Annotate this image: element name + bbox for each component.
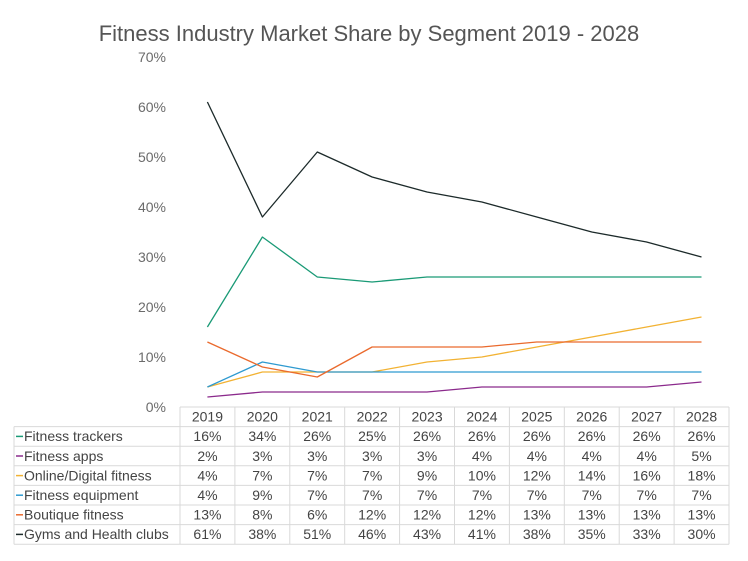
data-label: 13% [193,507,221,523]
data-label: 12% [468,507,496,523]
data-label: 7% [472,487,492,503]
data-label: 6% [307,507,327,523]
data-label: 4% [527,448,547,464]
x-tick-label: 2021 [302,409,333,425]
data-label: 18% [688,467,716,483]
data-label: 4% [582,448,602,464]
chart-title: Fitness Industry Market Share by Segment… [99,21,640,46]
series-line-fitness-trackers [206,236,702,328]
data-label: 4% [197,487,217,503]
x-tick-label: 2027 [631,409,662,425]
y-tick-label: 30% [138,249,166,265]
data-label: 5% [691,448,711,464]
data-label: 16% [633,467,661,483]
data-label: 10% [468,467,496,483]
data-label: 4% [472,448,492,464]
data-label: 26% [633,428,661,444]
data-label: 26% [468,428,496,444]
plot-area [206,101,702,398]
data-label: 38% [523,526,551,542]
y-tick-label: 60% [138,99,166,115]
data-label: 12% [358,507,386,523]
x-tick-label: 2020 [247,409,278,425]
data-label: 7% [362,487,382,503]
data-label: 26% [523,428,551,444]
series-line-fitness-apps [207,381,702,398]
data-label: 7% [307,467,327,483]
x-tick-label: 2024 [466,409,497,425]
data-label: 7% [691,487,711,503]
data-label: 7% [362,467,382,483]
data-label: 13% [523,507,551,523]
data-label: 14% [578,467,606,483]
data-label: 13% [633,507,661,523]
data-label: 16% [193,428,221,444]
series-line-gyms-and-health-clubs [206,101,702,258]
data-label: 8% [252,507,272,523]
data-label: 38% [248,526,276,542]
data-label: 34% [248,428,276,444]
x-tick-label: 2022 [357,409,388,425]
y-tick-label: 20% [138,299,166,315]
data-label: 3% [417,448,437,464]
data-label: 9% [252,487,272,503]
y-tick-label: 40% [138,199,166,215]
data-label: 46% [358,526,386,542]
x-tick-label: 2026 [576,409,607,425]
data-label: 51% [303,526,331,542]
data-label: 43% [413,526,441,542]
legend-label: Fitness trackers [24,428,123,444]
data-label: 3% [307,448,327,464]
legend-label: Gyms and Health clubs [24,526,169,542]
data-label: 4% [637,448,657,464]
data-label: 7% [527,487,547,503]
series-line-fitness-equipment [207,361,702,388]
data-table: 2019 2020 2021 2022 2023 2024 2025 2026 2027 2028… [13,406,730,545]
data-label: 2% [197,448,217,464]
x-tick-label: 2025 [521,409,552,425]
data-label: 7% [252,467,272,483]
data-label: 35% [578,526,606,542]
y-tick-label: 0% [146,399,166,415]
x-tick-label: 2023 [411,409,442,425]
y-tick-label: 70% [138,49,166,65]
y-tick-label: 10% [138,349,166,365]
x-tick-label: 2019 [192,409,223,425]
legend-label: Fitness apps [24,448,103,464]
data-label: 7% [582,487,602,503]
data-label: 3% [362,448,382,464]
data-label: 33% [633,526,661,542]
data-label: 26% [688,428,716,444]
series-line-boutique-fitness [207,341,702,378]
data-label: 4% [197,467,217,483]
data-label: 61% [193,526,221,542]
legend-label: Online/Digital fitness [24,467,152,483]
data-label: 13% [578,507,606,523]
data-label: 41% [468,526,496,542]
legend-label: Boutique fitness [24,507,124,523]
data-label: 3% [252,448,272,464]
data-label: 12% [523,467,551,483]
data-label: 30% [688,526,716,542]
data-label: 26% [413,428,441,444]
data-label: 26% [303,428,331,444]
data-label: 26% [578,428,606,444]
series-line-online-digital-fitness [207,316,702,388]
data-label: 9% [417,467,437,483]
data-label: 12% [413,507,441,523]
data-label: 7% [417,487,437,503]
data-label: 7% [307,487,327,503]
data-label: 13% [688,507,716,523]
data-label: 7% [637,487,657,503]
legend-label: Fitness equipment [24,487,139,503]
data-label: 25% [358,428,386,444]
x-tick-label: 2028 [686,409,717,425]
y-tick-label: 50% [138,149,166,165]
y-axis: 0% 10% 20% 30% 40% 50% 60% 70% [138,49,166,415]
